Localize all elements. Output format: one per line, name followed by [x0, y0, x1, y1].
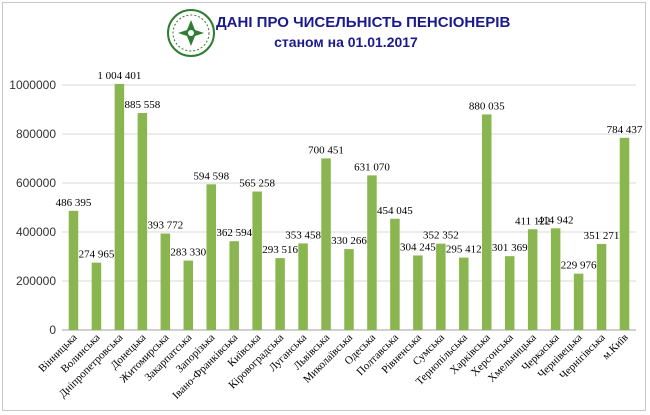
bar — [344, 249, 354, 330]
bar — [206, 184, 216, 330]
bar — [137, 113, 148, 330]
bar — [504, 256, 515, 330]
data-label: 293 516 — [262, 244, 298, 256]
y-tick-label: 400000 — [16, 225, 56, 239]
bar — [252, 191, 262, 330]
bar — [367, 175, 377, 330]
bar — [275, 258, 285, 330]
bar — [229, 241, 239, 330]
data-label: 393 772 — [147, 220, 183, 232]
data-label: 1 004 401 — [97, 70, 141, 82]
bar — [527, 229, 538, 330]
chart-frame — [2, 2, 646, 411]
y-tick-label: 800000 — [16, 127, 56, 141]
data-label: 362 594 — [216, 227, 252, 239]
data-label: 304 245 — [400, 241, 436, 253]
data-label: 283 330 — [170, 247, 206, 259]
data-label: 885 558 — [124, 99, 160, 111]
data-label: 454 045 — [377, 205, 413, 217]
data-label: 352 352 — [423, 230, 459, 242]
data-label: 565 258 — [239, 178, 275, 190]
bar — [114, 83, 125, 330]
data-label: 274 965 — [79, 249, 115, 261]
data-label: 631 070 — [354, 161, 390, 173]
data-label: 351 271 — [584, 230, 620, 242]
y-tick-label: 0 — [49, 323, 56, 337]
bar — [390, 218, 400, 330]
data-label: 301 369 — [492, 242, 528, 254]
data-label: 330 266 — [331, 235, 367, 247]
bar — [550, 228, 561, 330]
data-label: 594 598 — [193, 170, 229, 182]
bar — [413, 255, 423, 330]
bar — [321, 158, 331, 330]
data-label: 229 976 — [561, 260, 597, 272]
bar — [482, 114, 492, 331]
bar — [91, 262, 102, 330]
data-label: 784 437 — [607, 124, 643, 136]
bar — [68, 210, 79, 330]
bar — [619, 137, 630, 330]
bar — [436, 243, 446, 330]
data-label: 353 458 — [285, 229, 321, 241]
category-label: м.Київ — [600, 332, 631, 363]
bar — [298, 243, 308, 330]
data-label: 295 412 — [446, 244, 482, 256]
bar — [160, 233, 171, 330]
bar — [573, 273, 584, 330]
bar — [596, 243, 607, 330]
chart-subtitle: станом на 01.01.2017 — [274, 34, 418, 50]
pension-fund-emblem-icon — [167, 9, 215, 57]
data-label: 411 122 — [515, 215, 550, 227]
data-label: 880 035 — [469, 100, 505, 112]
y-tick-label: 600000 — [16, 176, 56, 190]
data-label: 700 451 — [308, 144, 344, 156]
y-tick-label: 200000 — [16, 274, 56, 288]
y-tick-label: 1000000 — [9, 78, 56, 92]
bar — [183, 260, 194, 330]
data-label: 486 395 — [56, 197, 92, 209]
chart-title: ДАНІ ПРО ЧИСЕЛЬНІСТЬ ПЕНСІОНЕРІВ — [216, 14, 511, 31]
data-label: 414 942 — [538, 214, 574, 226]
bar — [459, 257, 469, 330]
